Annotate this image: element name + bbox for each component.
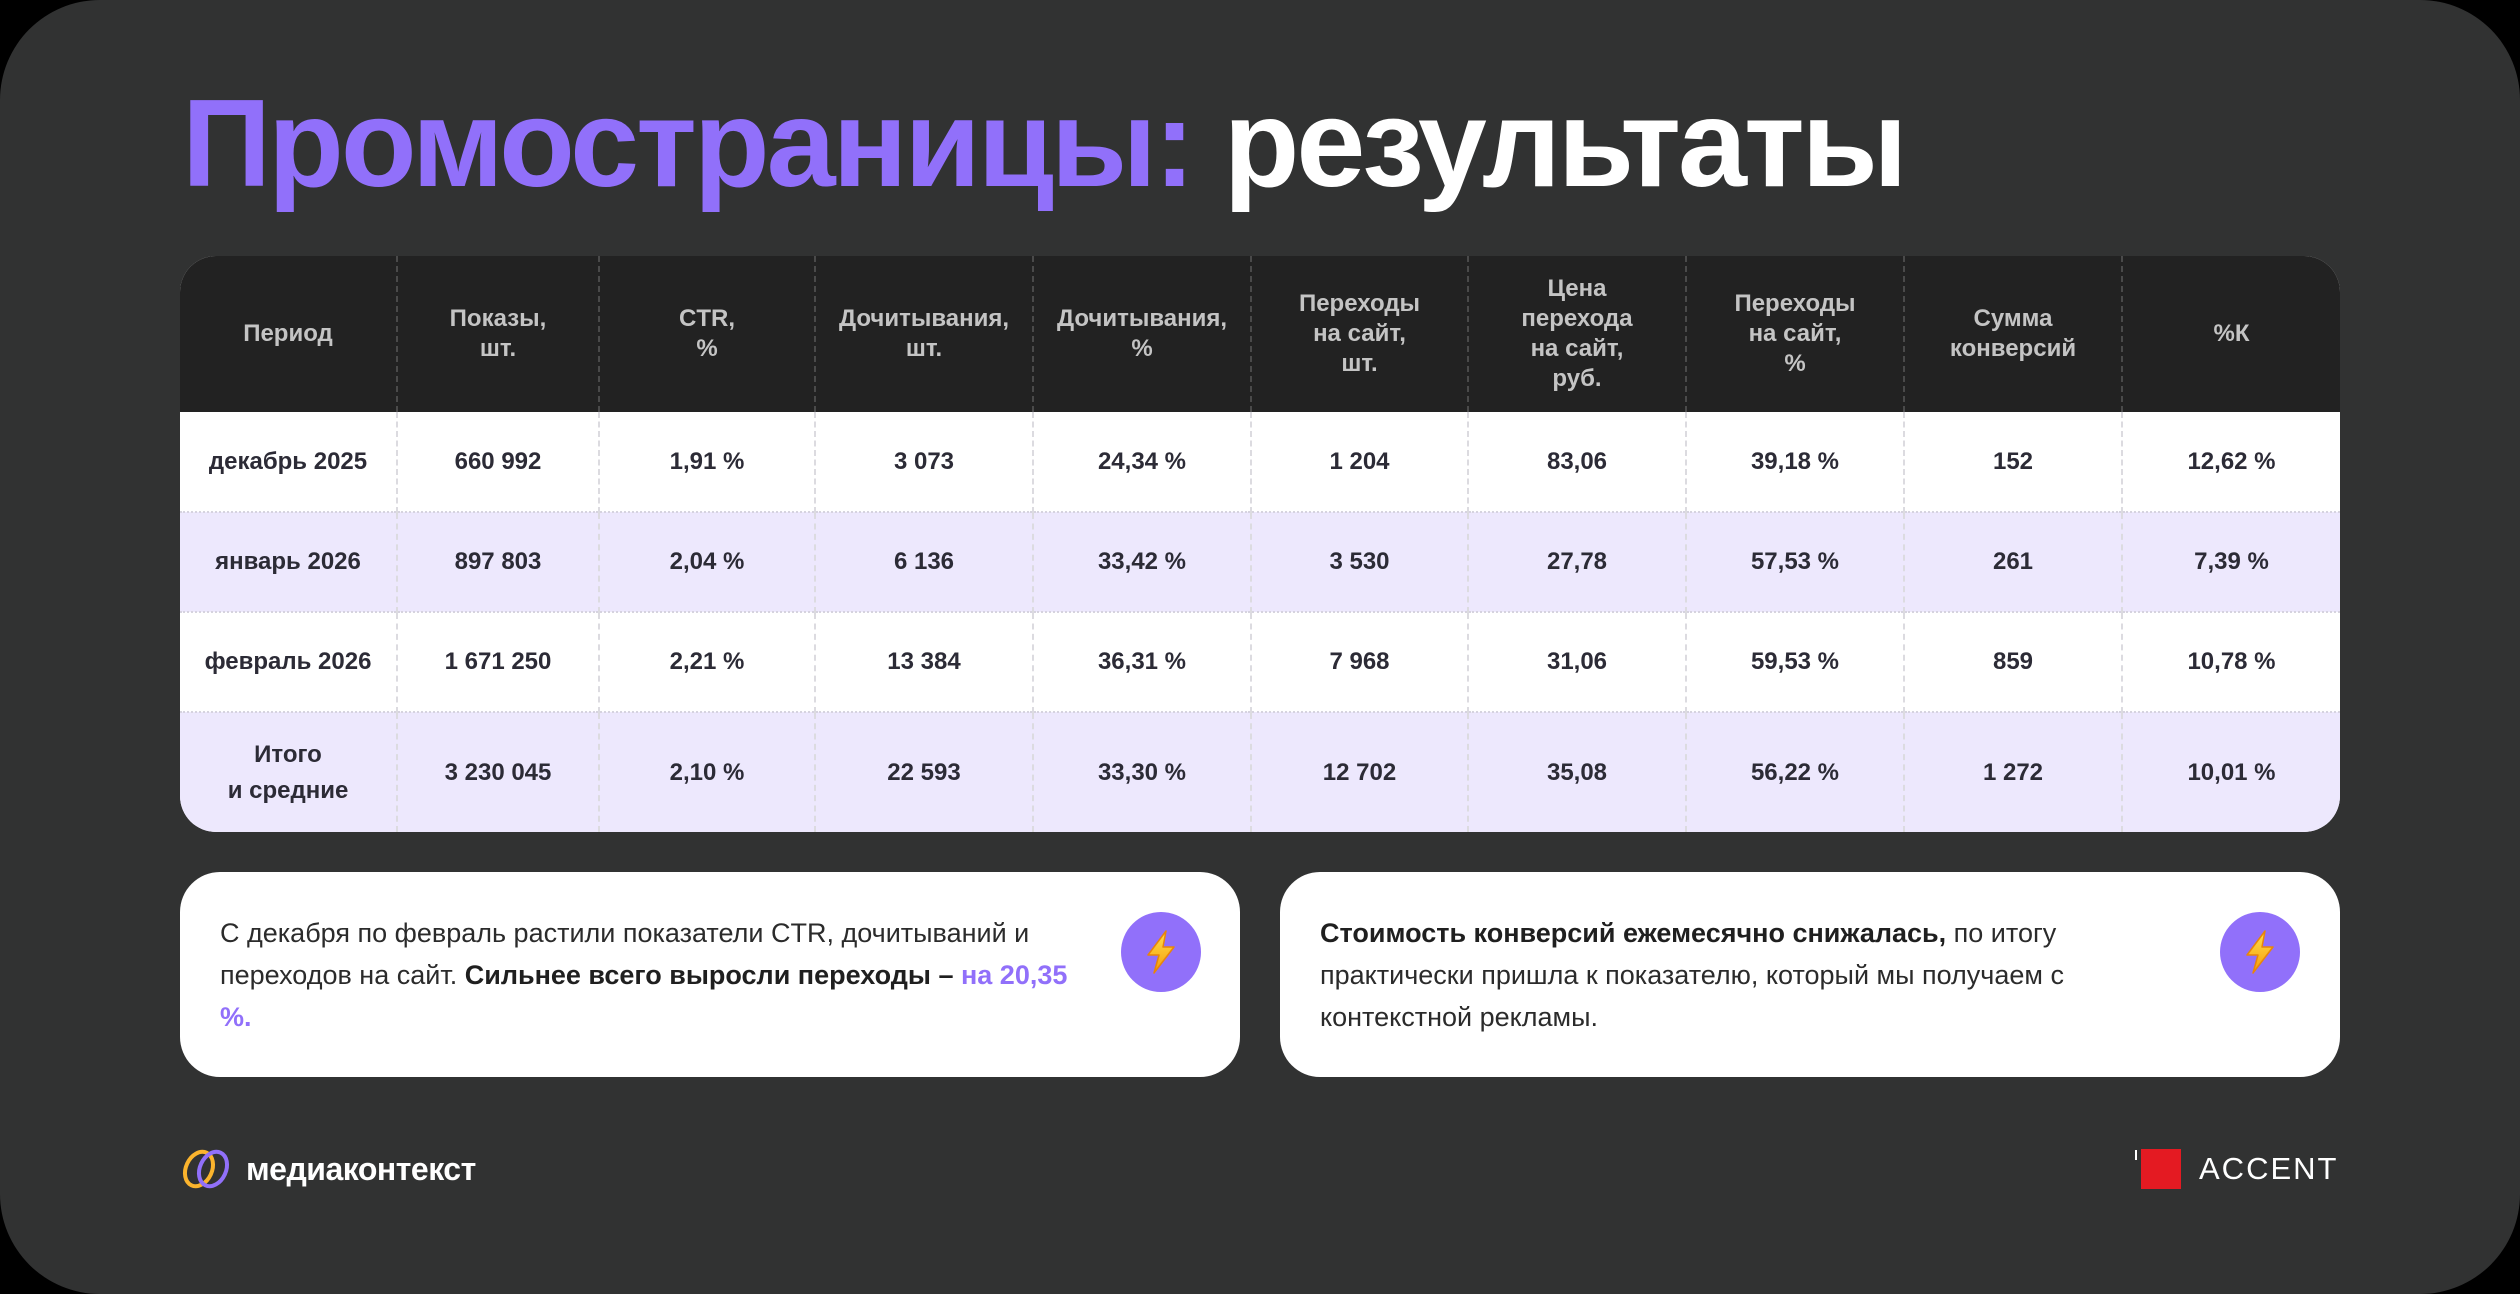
mediakontekst-logo: медиаконтекст (180, 1147, 476, 1191)
cell-conversion-rate: 7,39 % (2121, 511, 2340, 612)
insight-text: Стоимость конверсий ежемесячно снижалась… (1320, 912, 2200, 1038)
cell-clicks-count: 7 968 (1250, 611, 1468, 712)
header-reads-percent: Дочитывания, % (1032, 256, 1251, 412)
cell-cost-per-click: 83,06 (1467, 412, 1686, 512)
cell-conversion-rate: 10,78 % (2121, 611, 2340, 712)
header-ctr: CTR, % (598, 256, 815, 412)
cell-reads-percent: 33,30 % (1032, 711, 1251, 832)
table-header-row: Период Показы, шт. CTR, % Дочитывания, ш… (180, 256, 2340, 412)
cell-reads-percent: 36,31 % (1032, 611, 1251, 712)
header-cost-per-click: Цена перехода на сайт, руб. (1467, 256, 1686, 412)
cell-ctr: 2,21 % (598, 611, 815, 712)
cell-clicks-percent: 59,53 % (1685, 611, 1904, 712)
cell-impressions: 897 803 (396, 511, 599, 612)
cell-cost-per-click: 27,78 (1467, 511, 1686, 612)
insight-text-bold: Сильнее всего выросли переходы – (464, 960, 961, 990)
cell-conversion-rate: 10,01 % (2121, 711, 2340, 832)
cell-clicks-percent: 39,18 % (1685, 412, 1904, 512)
cell-clicks-percent: 56,22 % (1685, 711, 1904, 832)
table-row: январь 2026 897 803 2,04 % 6 136 33,42 %… (180, 511, 2340, 612)
cell-conversions: 1 272 (1903, 711, 2122, 832)
accent-square-icon (2135, 1149, 2181, 1189)
title-accent: Промостраницы: (182, 75, 1195, 213)
cell-ctr: 2,04 % (598, 511, 815, 612)
cell-impressions: 660 992 (396, 412, 599, 512)
results-table: Период Показы, шт. CTR, % Дочитывания, ш… (180, 256, 2340, 832)
rings-logo-icon (182, 1149, 230, 1189)
cell-impressions: 1 671 250 (396, 611, 599, 712)
cell-period: февраль 2026 (180, 611, 397, 712)
header-impressions: Показы, шт. (396, 256, 599, 412)
insight-card-cost: Стоимость конверсий ежемесячно снижалась… (1280, 872, 2340, 1077)
insight-text-highlight: на 20,35 %. (220, 960, 1068, 1032)
cell-cost-per-click: 35,08 (1467, 711, 1686, 832)
cell-ctr: 1,91 % (598, 412, 815, 512)
cell-ctr: 2,10 % (598, 711, 815, 832)
accent-logo: ACCENT (2135, 1148, 2338, 1190)
page-title: Промостраницы: результаты (182, 82, 1908, 206)
cell-conversions: 261 (1903, 511, 2122, 612)
header-conversion-rate: %К (2121, 256, 2340, 412)
cell-period: январь 2026 (180, 511, 397, 612)
cell-reads-count: 22 593 (814, 711, 1033, 832)
insight-card-growth: С декабря по февраль растили показатели … (180, 872, 1240, 1077)
cell-cost-per-click: 31,06 (1467, 611, 1686, 712)
cell-reads-percent: 33,42 % (1032, 511, 1251, 612)
cell-clicks-count: 1 204 (1250, 412, 1468, 512)
lightning-icon (1121, 912, 1201, 992)
cell-conversion-rate: 12,62 % (2121, 412, 2340, 512)
cell-reads-count: 3 073 (814, 412, 1033, 512)
header-period: Период (243, 320, 333, 347)
header-clicks-percent: Переходы на сайт, % (1685, 256, 1904, 412)
header-clicks-count: Переходы на сайт, шт. (1250, 256, 1468, 412)
title-rest: результаты (1223, 75, 1908, 213)
lightning-icon (2220, 912, 2300, 992)
cell-conversions: 859 (1903, 611, 2122, 712)
cell-reads-percent: 24,34 % (1032, 412, 1251, 512)
cell-conversions: 152 (1903, 412, 2122, 512)
header-conversions: Сумма конверсий (1903, 256, 2122, 412)
insight-text-normal: С декабря по февраль растили показатели … (220, 918, 1030, 990)
table-row: февраль 2026 1 671 250 2,21 % 13 384 36,… (180, 611, 2340, 712)
mediakontekst-wordmark: медиаконтекст (246, 1150, 476, 1187)
cell-period: Итого и средние (180, 711, 397, 832)
cell-period: декабрь 2025 (208, 447, 368, 475)
cell-clicks-count: 12 702 (1250, 711, 1468, 832)
cell-clicks-count: 3 530 (1250, 511, 1468, 612)
accent-wordmark: ACCENT (2199, 1151, 2339, 1186)
cell-clicks-percent: 57,53 % (1685, 511, 1904, 612)
cell-reads-count: 13 384 (814, 611, 1033, 712)
cell-reads-count: 6 136 (814, 511, 1033, 612)
insight-text: С декабря по февраль растили показатели … (220, 912, 1100, 1038)
table-row: декабрь 2025 660 992 1,91 % 3 073 24,34 … (180, 412, 2340, 512)
header-reads-count: Дочитывания, шт. (814, 256, 1033, 412)
insight-text-bold: Стоимость конверсий ежемесячно снижалась… (1320, 918, 1947, 948)
cell-impressions: 3 230 045 (396, 711, 599, 832)
table-row-total: Итого и средние 3 230 045 2,10 % 22 593 … (180, 711, 2340, 832)
insight-text-normal: по итогу практически пришла к показателю… (1320, 918, 2064, 1032)
